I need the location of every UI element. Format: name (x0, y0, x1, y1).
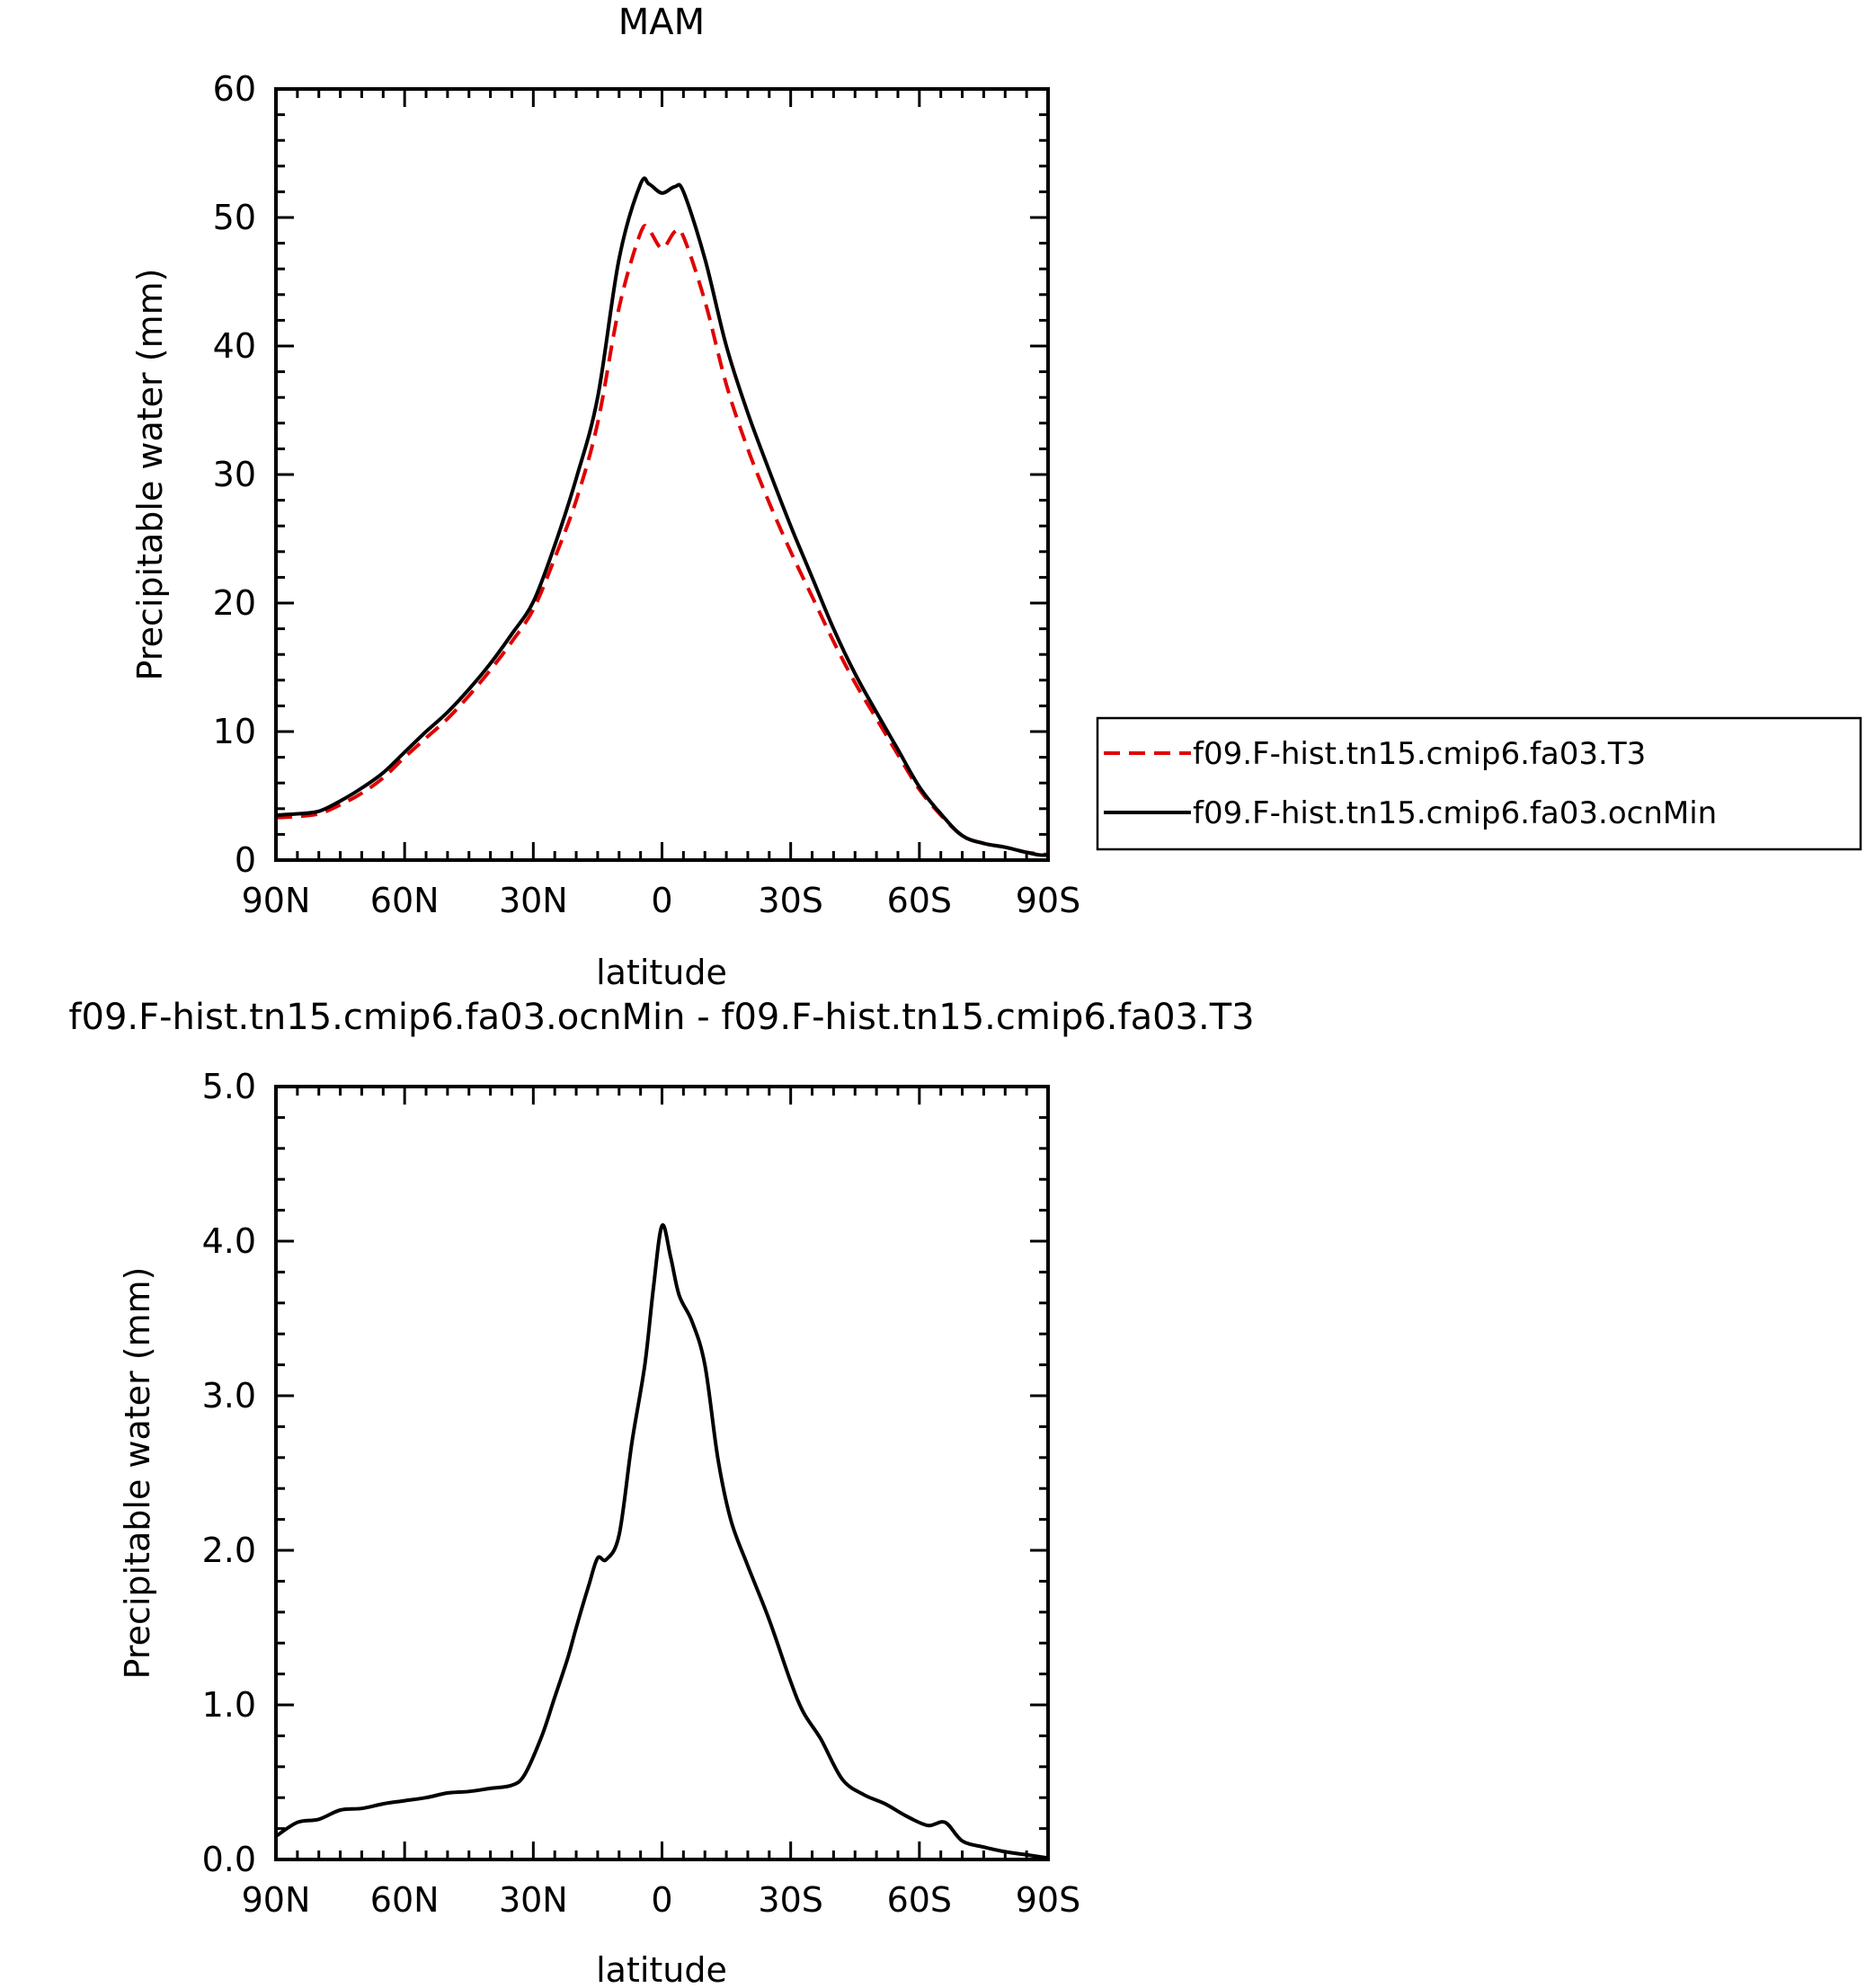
x-tick-label: 0 (651, 1880, 672, 1920)
y-tick-label: 1.0 (202, 1685, 256, 1725)
y-tick-label: 0.0 (202, 1840, 256, 1879)
series-line-0-0 (275, 224, 1049, 857)
series-line-0-1 (275, 176, 1049, 857)
top-plot-frame (274, 87, 1050, 862)
y-tick-label: 2.0 (202, 1531, 256, 1570)
bottom-plot-frame (274, 1085, 1050, 1861)
legend-box (1096, 716, 1862, 851)
x-tick-label: 90N (242, 881, 311, 920)
legend: f09.F-hist.tn15.cmip6.fa03.T3 f09.F-hist… (1096, 716, 1862, 851)
bottom-x-axis-label: latitude (596, 1950, 727, 1988)
x-tick-label: 30S (758, 881, 822, 920)
top-x-axis-label: latitude (596, 953, 727, 992)
bottom-panel: f09.F-hist.tn15.cmip6.fa03.ocnMin - f09.… (68, 997, 1254, 1988)
x-tick-label: 60S (887, 881, 952, 920)
x-tick-label: 30S (758, 1880, 822, 1920)
y-tick-label: 50 (213, 198, 256, 237)
bottom-series-group (274, 1223, 1049, 1860)
top-panel: MAM 90N 60N 30N 0 30S 60S 90S 0 10 20 30 40 50 60 lat… (130, 2, 1862, 992)
x-tick-label: 60S (887, 1880, 952, 1920)
legend-label-ocnmin: f09.F-hist.tn15.cmip6.fa03.ocnMin (1193, 795, 1717, 831)
y-tick-label: 30 (213, 455, 256, 494)
x-tick-label: 90S (1016, 1880, 1080, 1920)
top-axis-ticks: 90N 60N 30N 0 30S 60S 90S 0 10 20 30 40 50 60 (213, 69, 1081, 920)
bottom-y-axis-label: Precipitable water (mm) (118, 1267, 157, 1680)
y-tick-label: 10 (213, 712, 256, 751)
y-tick-label: 5.0 (202, 1067, 256, 1106)
x-tick-label: 0 (651, 881, 672, 920)
y-tick-label: 60 (213, 69, 256, 109)
x-tick-label: 60N (370, 881, 440, 920)
top-series-group (275, 176, 1049, 857)
x-tick-label: 90S (1016, 881, 1080, 920)
x-tick-label: 60N (370, 1880, 440, 1920)
y-tick-label: 4.0 (202, 1221, 256, 1261)
y-tick-label: 0 (235, 840, 256, 880)
y-tick-label: 20 (213, 583, 256, 623)
series-line-1-0 (274, 1223, 1049, 1860)
y-tick-label: 3.0 (202, 1376, 256, 1416)
x-tick-label: 90N (242, 1880, 311, 1920)
x-tick-label: 30N (499, 1880, 568, 1920)
legend-label-t3: f09.F-hist.tn15.cmip6.fa03.T3 (1193, 736, 1646, 772)
top-chart-title: MAM (618, 2, 705, 43)
bottom-chart-title: f09.F-hist.tn15.cmip6.fa03.ocnMin - f09.… (68, 997, 1254, 1038)
top-y-axis-label: Precipitable water (mm) (130, 269, 170, 681)
bottom-axis-ticks: 90N 60N 30N 0 30S 60S 90S 0.0 1.0 2.0 3.0 4.0 5.0 (202, 1067, 1081, 1920)
y-tick-label: 40 (213, 326, 256, 366)
x-tick-label: 30N (499, 881, 568, 920)
